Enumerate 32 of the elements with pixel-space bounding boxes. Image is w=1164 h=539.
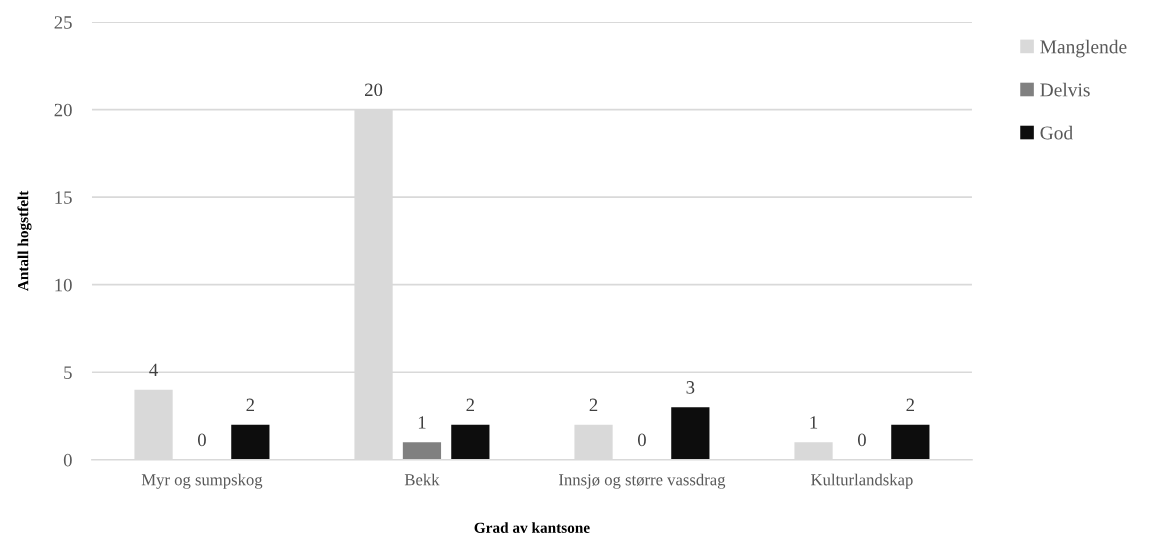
data-label: 0 [637,433,646,447]
data-label: 2 [246,398,255,412]
y-tick-label: 15 [55,191,72,204]
x-tick-label: Bekk [404,473,440,486]
legend-label: Delvis [1040,82,1090,97]
y-tick-label: 5 [64,366,72,379]
data-label: 3 [686,381,695,394]
data-label: 1 [418,416,426,429]
bar [451,424,490,460]
data-label: 1 [810,416,818,429]
y-tick-label: 10 [55,278,72,292]
legend-label: God [1040,125,1073,140]
data-label: 4 [149,363,158,377]
data-label: 20 [365,83,383,97]
bar [402,442,442,460]
data-label: 2 [589,398,598,412]
y-tick-label: 20 [54,103,72,117]
y-axis-title: Antall hogstfelt [17,190,32,292]
x-axis-title: Grad av kantsone [474,522,590,533]
x-tick-label: Kulturlandskap [811,473,913,489]
legend-label: Manglende [1040,39,1127,58]
bar [231,424,270,460]
y-tick-label: 0 [63,453,72,467]
data-label: 0 [857,433,866,447]
x-tick-label: Myr og sumpskog [141,473,263,489]
data-label: 2 [466,398,474,412]
x-tick-label: Innsjø og større vassdrag [559,473,726,489]
y-tick-label: 25 [54,16,72,29]
bar [891,424,930,460]
data-label: 2 [906,398,914,412]
data-label: 0 [197,433,206,447]
bar [671,407,710,460]
